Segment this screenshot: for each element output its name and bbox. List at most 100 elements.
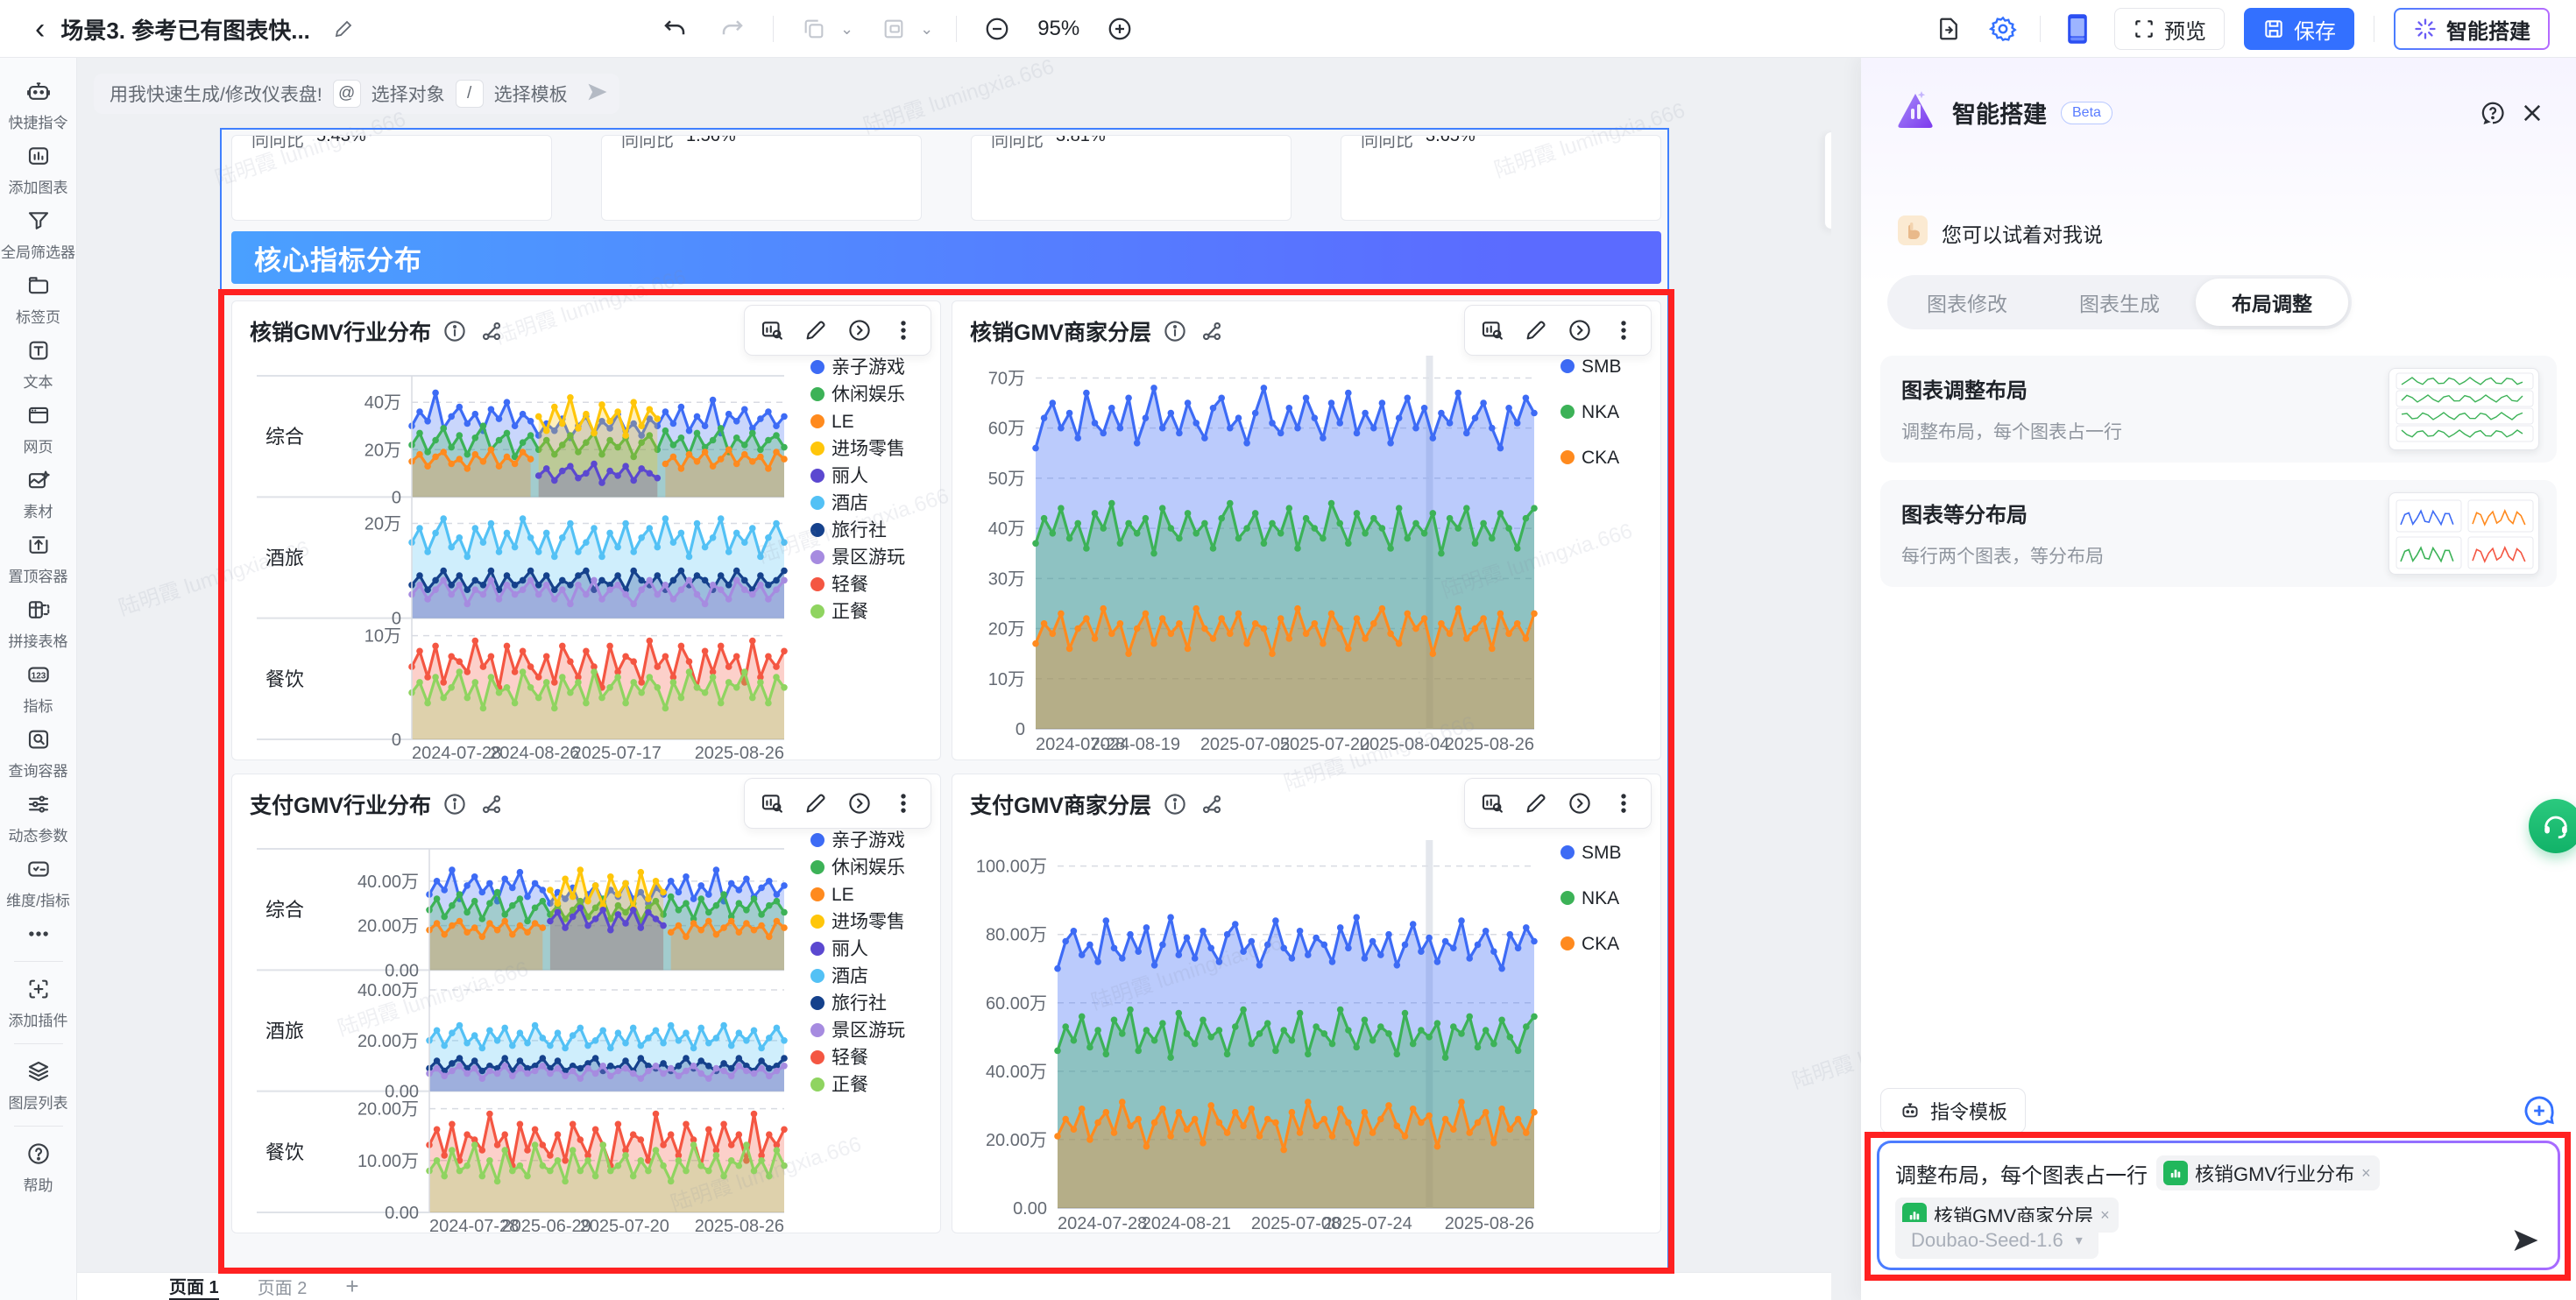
sidebar-item-table[interactable]: 拼接表格 (0, 596, 77, 651)
panel-help-icon[interactable] (2480, 100, 2506, 126)
info-icon[interactable] (442, 318, 468, 344)
customer-service-button[interactable] (2529, 799, 2576, 853)
add-page-icon[interactable]: + (345, 1273, 358, 1300)
new-chat-icon[interactable] (2522, 1093, 2557, 1128)
edit-chart-icon[interactable] (1518, 785, 1554, 822)
info-icon[interactable] (1162, 318, 1188, 344)
sidebar-item-pin[interactable]: 置顶容器 (0, 531, 77, 586)
expand-icon[interactable] (1561, 785, 1598, 822)
more-menu-icon[interactable] (885, 312, 922, 349)
expand-icon[interactable] (841, 785, 878, 822)
link-icon[interactable] (478, 318, 505, 344)
sidebar-item-robot[interactable]: 快捷指令 (0, 77, 77, 132)
view-data-icon[interactable] (754, 785, 790, 822)
prompt-input-box[interactable]: 调整布局，每个图表占一行 核销GMV行业分布×核销GMV商家分层× Doubao… (1877, 1141, 2560, 1270)
frame-icon[interactable] (876, 11, 911, 46)
prompt-text[interactable]: 调整布局，每个图表占一行 (1895, 1158, 2148, 1189)
zoom-in-icon[interactable] (1102, 11, 1137, 46)
preview-button[interactable]: 预览 (2114, 8, 2225, 50)
chart-card-chart2[interactable]: 核销GMV商家分层 70万60万50万40万30万20万10万02024-07-… (952, 300, 1661, 760)
sidebar-item-query[interactable]: 查询容器 (0, 725, 77, 781)
chart-card-chart4[interactable]: 支付GMV商家分层 100.00万80.00万60.00万40.00万20.00… (952, 774, 1661, 1233)
sidebar-item-help[interactable]: 帮助 (0, 1140, 77, 1195)
sidebar-item-metric[interactable]: 123指标 (0, 661, 77, 716)
rename-pencil-icon[interactable] (326, 11, 361, 46)
page-config-tab[interactable]: 页面配置 (1824, 131, 1831, 230)
edit-chart-icon[interactable] (797, 785, 834, 822)
svg-text:2025-08-26: 2025-08-26 (1445, 1214, 1534, 1233)
chart-ref-chip[interactable]: 核销GMV行业分布× (2156, 1155, 2380, 1190)
panel-close-icon[interactable] (2520, 101, 2544, 125)
sidebar-item-asset[interactable]: 素材 (0, 466, 77, 521)
ai-quick-bar[interactable]: 用我快速生成/修改仪表盘! @ 选择对象 / 选择模板 (94, 74, 619, 114)
metric-value: 3.81% (1056, 135, 1106, 152)
prompt-send-icon[interactable] (2510, 1225, 2542, 1256)
slash-key[interactable]: / (456, 80, 484, 108)
save-button[interactable]: 保存 (2244, 8, 2354, 50)
more-menu-icon[interactable] (885, 785, 922, 822)
sidebar-item-chart[interactable]: 添加图表 (0, 142, 77, 197)
layout-suggestion-card[interactable]: 图表调整布局调整布局，每个图表占一行 (1880, 356, 2557, 463)
chip-remove-icon[interactable]: × (2361, 1164, 2371, 1183)
chart-card-chart3[interactable]: 支付GMV行业分布 综合40.00万20.00万0.00酒旅40.00万20.0… (231, 774, 941, 1233)
info-icon[interactable] (1162, 791, 1188, 817)
page-tab[interactable]: 页面 2 (258, 1273, 308, 1300)
layout-suggestion-card[interactable]: 图表等分布局每行两个图表，等分布局 (1880, 480, 2557, 587)
copy-style-caret-icon[interactable]: ⌄ (840, 20, 853, 39)
undo-icon[interactable] (657, 11, 692, 46)
more-menu-icon[interactable] (1605, 785, 1642, 822)
sidebar-item-params[interactable]: 动态参数 (0, 790, 77, 845)
table-icon (25, 596, 52, 624)
sidebar-item-layers[interactable]: 图层列表 (0, 1057, 77, 1113)
metric-card[interactable]: 同向比5.43% (231, 135, 552, 221)
sidebar-item-web[interactable]: 网页 (0, 401, 77, 456)
view-data-icon[interactable] (1474, 312, 1511, 349)
edit-chart-icon[interactable] (1518, 312, 1554, 349)
expand-icon[interactable] (841, 312, 878, 349)
metric-card[interactable]: 同向比1.56% (601, 135, 922, 221)
page-tab[interactable]: 页面 1 (169, 1273, 219, 1300)
sidebar-item-dim[interactable]: 维度/指标 (0, 855, 77, 910)
at-key[interactable]: @ (333, 80, 361, 108)
settings-gear-icon[interactable] (1985, 11, 2020, 46)
sidebar-item-text[interactable]: 文本 (0, 336, 77, 392)
back-icon[interactable]: ‹ (35, 14, 45, 44)
view-data-icon[interactable] (754, 312, 790, 349)
ai-bar-send-icon[interactable] (585, 80, 610, 109)
link-icon[interactable] (478, 791, 505, 817)
sidebar-item-plugin[interactable]: 添加插件 (0, 975, 77, 1030)
redo-icon[interactable] (715, 11, 750, 46)
edit-chart-icon[interactable] (797, 312, 834, 349)
info-icon[interactable] (442, 791, 468, 817)
svg-text:0: 0 (1016, 720, 1025, 739)
slash-label[interactable]: 选择模板 (494, 81, 568, 107)
smart-build-button[interactable]: 智能搭建 (2394, 8, 2550, 50)
panel-tab-图表生成[interactable]: 图表生成 (2043, 279, 2196, 326)
copy-style-icon[interactable] (796, 11, 832, 46)
chart-card-chart1[interactable]: 核销GMV行业分布 综合40万20万0酒旅20万0餐饮10万02024-07-2… (231, 300, 941, 760)
model-selector[interactable]: Doubao-Seed-1.6 ▾ (1895, 1222, 2098, 1259)
sidebar-item-tab[interactable]: 标签页 (0, 272, 77, 327)
metric-label: 同向比 (1361, 135, 1413, 152)
panel-tab-布局调整[interactable]: 布局调整 (2196, 279, 2348, 326)
export-doc-icon[interactable] (1931, 11, 1966, 46)
metric-card[interactable]: 同向比3.81% (971, 135, 1292, 221)
zoom-out-icon[interactable] (980, 11, 1015, 46)
expand-icon[interactable] (1561, 312, 1598, 349)
svg-text:休闲娱乐: 休闲娱乐 (832, 385, 905, 405)
mobile-preview-icon[interactable] (2060, 11, 2095, 46)
sidebar-item-funnel[interactable]: 全局筛选器 (0, 207, 77, 262)
link-icon[interactable] (1199, 791, 1225, 817)
dashboard-page[interactable]: 同向比5.43%同向比1.56%同向比3.81%同向比3.65% 核心指标分布 … (220, 128, 1669, 1300)
at-label[interactable]: 选择对象 (372, 81, 445, 107)
metric-card[interactable]: 同向比3.65% (1341, 135, 1661, 221)
svg-text:0.00: 0.00 (385, 961, 419, 980)
smart-build-panel: 智能搭建 Beta 您可以试着对我说 图表修改图表生成布局调整 图表调整布局调整… (1861, 58, 2576, 1300)
view-data-icon[interactable] (1474, 785, 1511, 822)
panel-tab-图表修改[interactable]: 图表修改 (1891, 279, 2043, 326)
link-icon[interactable] (1199, 318, 1225, 344)
template-button[interactable]: 指令模板 (1880, 1088, 2026, 1134)
sidebar-item-more[interactable] (0, 920, 77, 948)
more-menu-icon[interactable] (1605, 312, 1642, 349)
frame-caret-icon[interactable]: ⌄ (920, 20, 933, 39)
